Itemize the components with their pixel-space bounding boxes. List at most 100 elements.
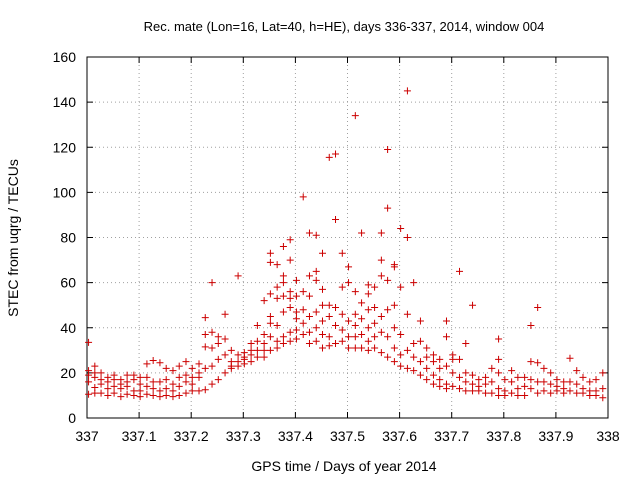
data-point xyxy=(332,215,340,223)
data-point xyxy=(169,380,177,388)
data-point xyxy=(299,288,307,296)
data-point xyxy=(221,351,229,359)
data-point xyxy=(162,391,170,399)
data-point xyxy=(403,346,411,354)
data-point xyxy=(358,299,366,307)
data-point xyxy=(410,340,418,348)
data-point xyxy=(201,314,209,322)
data-point xyxy=(527,358,535,366)
data-point xyxy=(91,369,99,377)
data-point xyxy=(292,308,300,316)
data-point xyxy=(358,315,366,323)
data-point xyxy=(338,249,346,257)
data-point xyxy=(156,359,164,367)
data-point xyxy=(279,292,287,300)
data-point xyxy=(136,387,144,395)
data-point xyxy=(429,351,437,359)
data-point xyxy=(534,359,542,367)
data-point xyxy=(547,369,555,377)
data-point xyxy=(266,346,274,354)
data-point xyxy=(456,385,464,393)
data-point xyxy=(182,389,190,397)
data-point xyxy=(579,389,587,397)
data-point xyxy=(286,337,294,345)
data-point xyxy=(208,344,216,352)
data-point xyxy=(299,319,307,327)
data-point xyxy=(221,310,229,318)
data-point xyxy=(384,204,392,212)
data-point xyxy=(253,321,261,329)
data-point xyxy=(318,249,326,257)
data-point xyxy=(123,371,131,379)
data-point xyxy=(384,333,392,341)
data-point xyxy=(390,324,398,332)
data-point xyxy=(234,351,242,359)
data-point xyxy=(599,369,607,377)
x-tick-label: 337 xyxy=(75,428,99,444)
data-point xyxy=(312,276,320,284)
data-point xyxy=(325,153,333,161)
data-point xyxy=(514,391,522,399)
data-point xyxy=(540,364,548,372)
data-point xyxy=(469,371,477,379)
data-point xyxy=(234,272,242,280)
data-point xyxy=(442,333,450,341)
x-tick-label: 337.1 xyxy=(122,428,157,444)
data-point xyxy=(273,321,281,329)
data-point xyxy=(442,362,450,370)
data-point xyxy=(149,385,157,393)
x-tick-label: 337.7 xyxy=(434,428,469,444)
data-point xyxy=(390,263,398,271)
data-point xyxy=(377,328,385,336)
data-point xyxy=(253,353,261,361)
data-point xyxy=(104,378,112,386)
data-point xyxy=(573,367,581,375)
axis-ticks: 337 337.1 337.2 337.3 337.4 337.5 337.6 337.7 33… xyxy=(53,49,620,444)
data-point xyxy=(351,344,359,352)
data-point xyxy=(253,337,261,345)
data-point xyxy=(332,340,340,348)
data-point xyxy=(208,279,216,287)
data-point xyxy=(377,349,385,357)
data-point xyxy=(534,378,542,386)
data-point xyxy=(495,369,503,377)
data-point xyxy=(104,385,112,393)
data-point xyxy=(338,337,346,345)
data-point xyxy=(292,276,300,284)
data-point xyxy=(338,310,346,318)
data-point xyxy=(286,256,294,264)
data-point xyxy=(279,279,287,287)
data-point xyxy=(436,382,444,390)
data-point xyxy=(364,281,372,289)
data-point xyxy=(286,303,294,311)
data-point xyxy=(599,394,607,402)
data-point xyxy=(201,331,209,339)
data-point xyxy=(85,390,93,398)
data-point xyxy=(325,342,333,350)
data-point xyxy=(156,378,164,386)
data-point xyxy=(247,358,255,366)
data-point xyxy=(358,229,366,237)
data-point xyxy=(371,319,379,327)
data-point xyxy=(573,380,581,388)
data-point xyxy=(403,364,411,372)
data-point xyxy=(514,385,522,393)
x-tick-label: 337.9 xyxy=(538,428,573,444)
data-point xyxy=(521,382,529,390)
y-tick-label: 140 xyxy=(53,94,77,110)
data-point xyxy=(110,382,118,390)
data-point xyxy=(318,301,326,309)
data-point xyxy=(85,338,93,346)
data-point xyxy=(292,326,300,334)
data-point xyxy=(117,380,125,388)
data-point xyxy=(169,367,177,375)
data-point xyxy=(475,387,483,395)
data-point xyxy=(416,371,424,379)
data-point xyxy=(351,112,359,120)
data-point xyxy=(227,346,235,354)
data-point xyxy=(423,344,431,352)
data-point xyxy=(410,279,418,287)
data-point xyxy=(279,272,287,280)
data-point xyxy=(364,290,372,298)
data-point xyxy=(149,378,157,386)
